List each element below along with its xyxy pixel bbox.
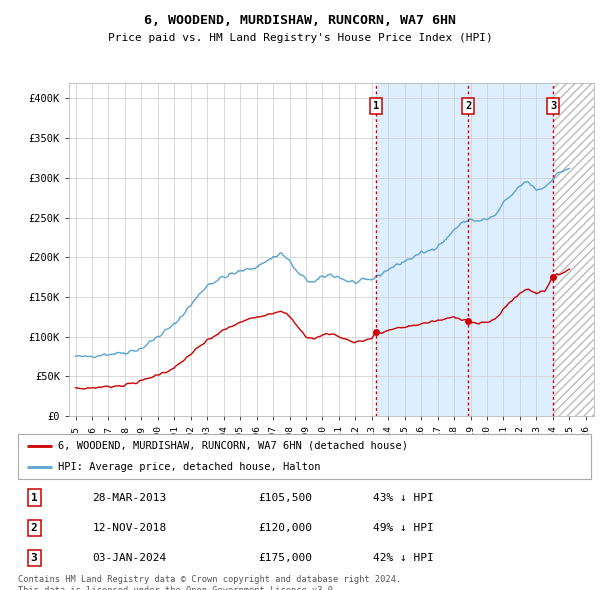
Text: 2: 2 xyxy=(31,523,37,533)
Bar xyxy=(376,83,553,416)
Text: 43% ↓ HPI: 43% ↓ HPI xyxy=(373,493,434,503)
Text: 03-JAN-2024: 03-JAN-2024 xyxy=(92,553,167,563)
Text: 49% ↓ HPI: 49% ↓ HPI xyxy=(373,523,434,533)
Text: 28-MAR-2013: 28-MAR-2013 xyxy=(92,493,167,503)
Text: Contains HM Land Registry data © Crown copyright and database right 2024.
This d: Contains HM Land Registry data © Crown c… xyxy=(18,575,401,590)
FancyBboxPatch shape xyxy=(18,434,591,479)
Text: £120,000: £120,000 xyxy=(259,523,313,533)
Bar xyxy=(553,83,600,416)
Text: 2: 2 xyxy=(466,101,472,112)
Text: 1: 1 xyxy=(373,101,379,112)
Text: 12-NOV-2018: 12-NOV-2018 xyxy=(92,523,167,533)
Text: £175,000: £175,000 xyxy=(259,553,313,563)
Text: HPI: Average price, detached house, Halton: HPI: Average price, detached house, Halt… xyxy=(58,463,320,473)
Text: 42% ↓ HPI: 42% ↓ HPI xyxy=(373,553,434,563)
Text: 3: 3 xyxy=(550,101,556,112)
Text: £105,500: £105,500 xyxy=(259,493,313,503)
Text: 6, WOODEND, MURDISHAW, RUNCORN, WA7 6HN (detached house): 6, WOODEND, MURDISHAW, RUNCORN, WA7 6HN … xyxy=(58,441,408,451)
Text: 6, WOODEND, MURDISHAW, RUNCORN, WA7 6HN: 6, WOODEND, MURDISHAW, RUNCORN, WA7 6HN xyxy=(144,14,456,27)
Text: 1: 1 xyxy=(31,493,37,503)
Bar xyxy=(553,83,600,416)
Text: 3: 3 xyxy=(31,553,37,563)
Text: Price paid vs. HM Land Registry's House Price Index (HPI): Price paid vs. HM Land Registry's House … xyxy=(107,33,493,43)
